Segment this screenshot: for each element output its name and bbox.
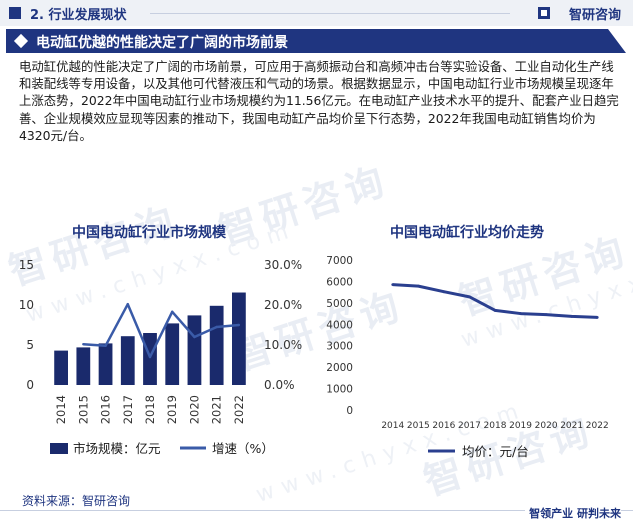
y-tick-label-left: 15 [19,258,34,272]
x-tick-label: 2016 [432,421,455,431]
price-point [519,312,522,315]
x-tick-label: 2017 [458,421,481,431]
price-point [493,308,497,312]
x-tick-label: 2019 [165,395,179,424]
title-banner: 电动缸优越的性能决定了广阔的市场前景 [6,29,626,53]
legend-label-line: 均价：元/台 [462,444,529,459]
y-tick-label: 4000 [326,319,353,331]
y-tick-label-left: 0 [26,378,34,392]
growth-point [148,355,152,359]
footer-slogan: 智领产业 研判未来 [525,505,621,521]
growth-point [193,335,196,339]
growth-point [171,310,174,313]
price-point [468,295,471,299]
legend-label-line: 增速（%） [212,441,274,456]
x-tick-label: 2014 [54,395,68,424]
footer-divider [0,510,633,511]
section-marker [9,7,21,19]
x-tick-label: 2014 [381,421,404,431]
section-header: 2. 行业发展现状 智研咨询 [0,0,633,26]
y-tick-label: 7000 [326,255,353,267]
source-note: 资料来源：智研咨询 [22,494,131,508]
price-point [416,284,420,288]
y-tick-label-right: 10.0% [264,338,302,352]
x-tick-label: 2019 [509,421,532,431]
growth-point [82,343,85,346]
y-tick-label: 1000 [326,384,353,396]
y-tick-label: 5000 [326,298,353,310]
page-title: 电动缸优越的性能决定了广阔的市场前景 [36,35,288,51]
x-tick-label: 2015 [76,395,90,424]
chart-title-market-size: 中国电动缸行业市场规模 [72,225,226,241]
y-tick-label-right: 0.0% [264,378,295,392]
x-tick-label: 2018 [143,395,157,424]
growth-line [83,302,240,359]
bar [98,343,113,385]
title-diamond-icon [13,33,29,49]
x-tick-label: 2018 [484,421,507,431]
legend-swatch-bar [50,443,68,454]
bar [54,350,68,385]
header-divider [150,13,510,14]
y-tick-label: 3000 [326,341,353,353]
title-banner-slant [608,29,626,53]
x-tick-label: 2017 [121,395,135,424]
price-point [391,283,395,287]
growth-point [126,303,129,306]
x-tick-label: 2021 [210,395,224,424]
x-tick-label: 2021 [560,421,583,431]
growth-point [237,323,241,327]
price-point [442,290,446,294]
y-tick-label: 6000 [326,276,353,288]
price-line [392,283,598,319]
y-tick-label-left: 5 [26,338,34,352]
description-paragraph: 电动缸优越的性能决定了广阔的市场前景，可应用于高频振动台和高频冲击台等实验设备、… [19,59,619,143]
y-tick-label: 0 [346,405,353,417]
brand-logo-icon [538,7,550,19]
bar [232,292,246,385]
bar [165,323,180,385]
x-tick-label: 2016 [99,395,113,424]
growth-point [215,325,218,329]
bar [143,333,157,385]
growth-point [104,344,107,347]
chart-title-price: 中国电动缸行业均价走势 [390,225,544,241]
x-tick-label: 2020 [187,395,201,424]
brand-name: 智研咨询 [568,8,621,23]
y-tick-label-left: 10 [19,298,34,312]
x-tick-label: 2020 [535,421,558,431]
price-point [570,314,574,318]
price-point [544,313,548,317]
x-tick-label: 2022 [586,421,609,431]
bar [209,305,224,385]
bar [76,347,91,385]
x-tick-label: 2022 [232,395,246,424]
price-point [595,316,599,319]
y-tick-label-right: 20.0% [264,298,302,312]
bar [187,315,202,385]
bar [120,336,135,385]
y-tick-label: 2000 [326,362,353,374]
y-tick-label-right: 30.0% [264,258,302,272]
section-title: 2. 行业发展现状 [30,8,127,23]
x-tick-label: 2015 [407,421,430,431]
legend-label-bar: 市场规模：亿元 [73,441,161,456]
market-size-chart: 0 5 10 15 0.0% 10.0% 20.0% 30.0% 2014 2015 2016 201… [19,258,302,456]
